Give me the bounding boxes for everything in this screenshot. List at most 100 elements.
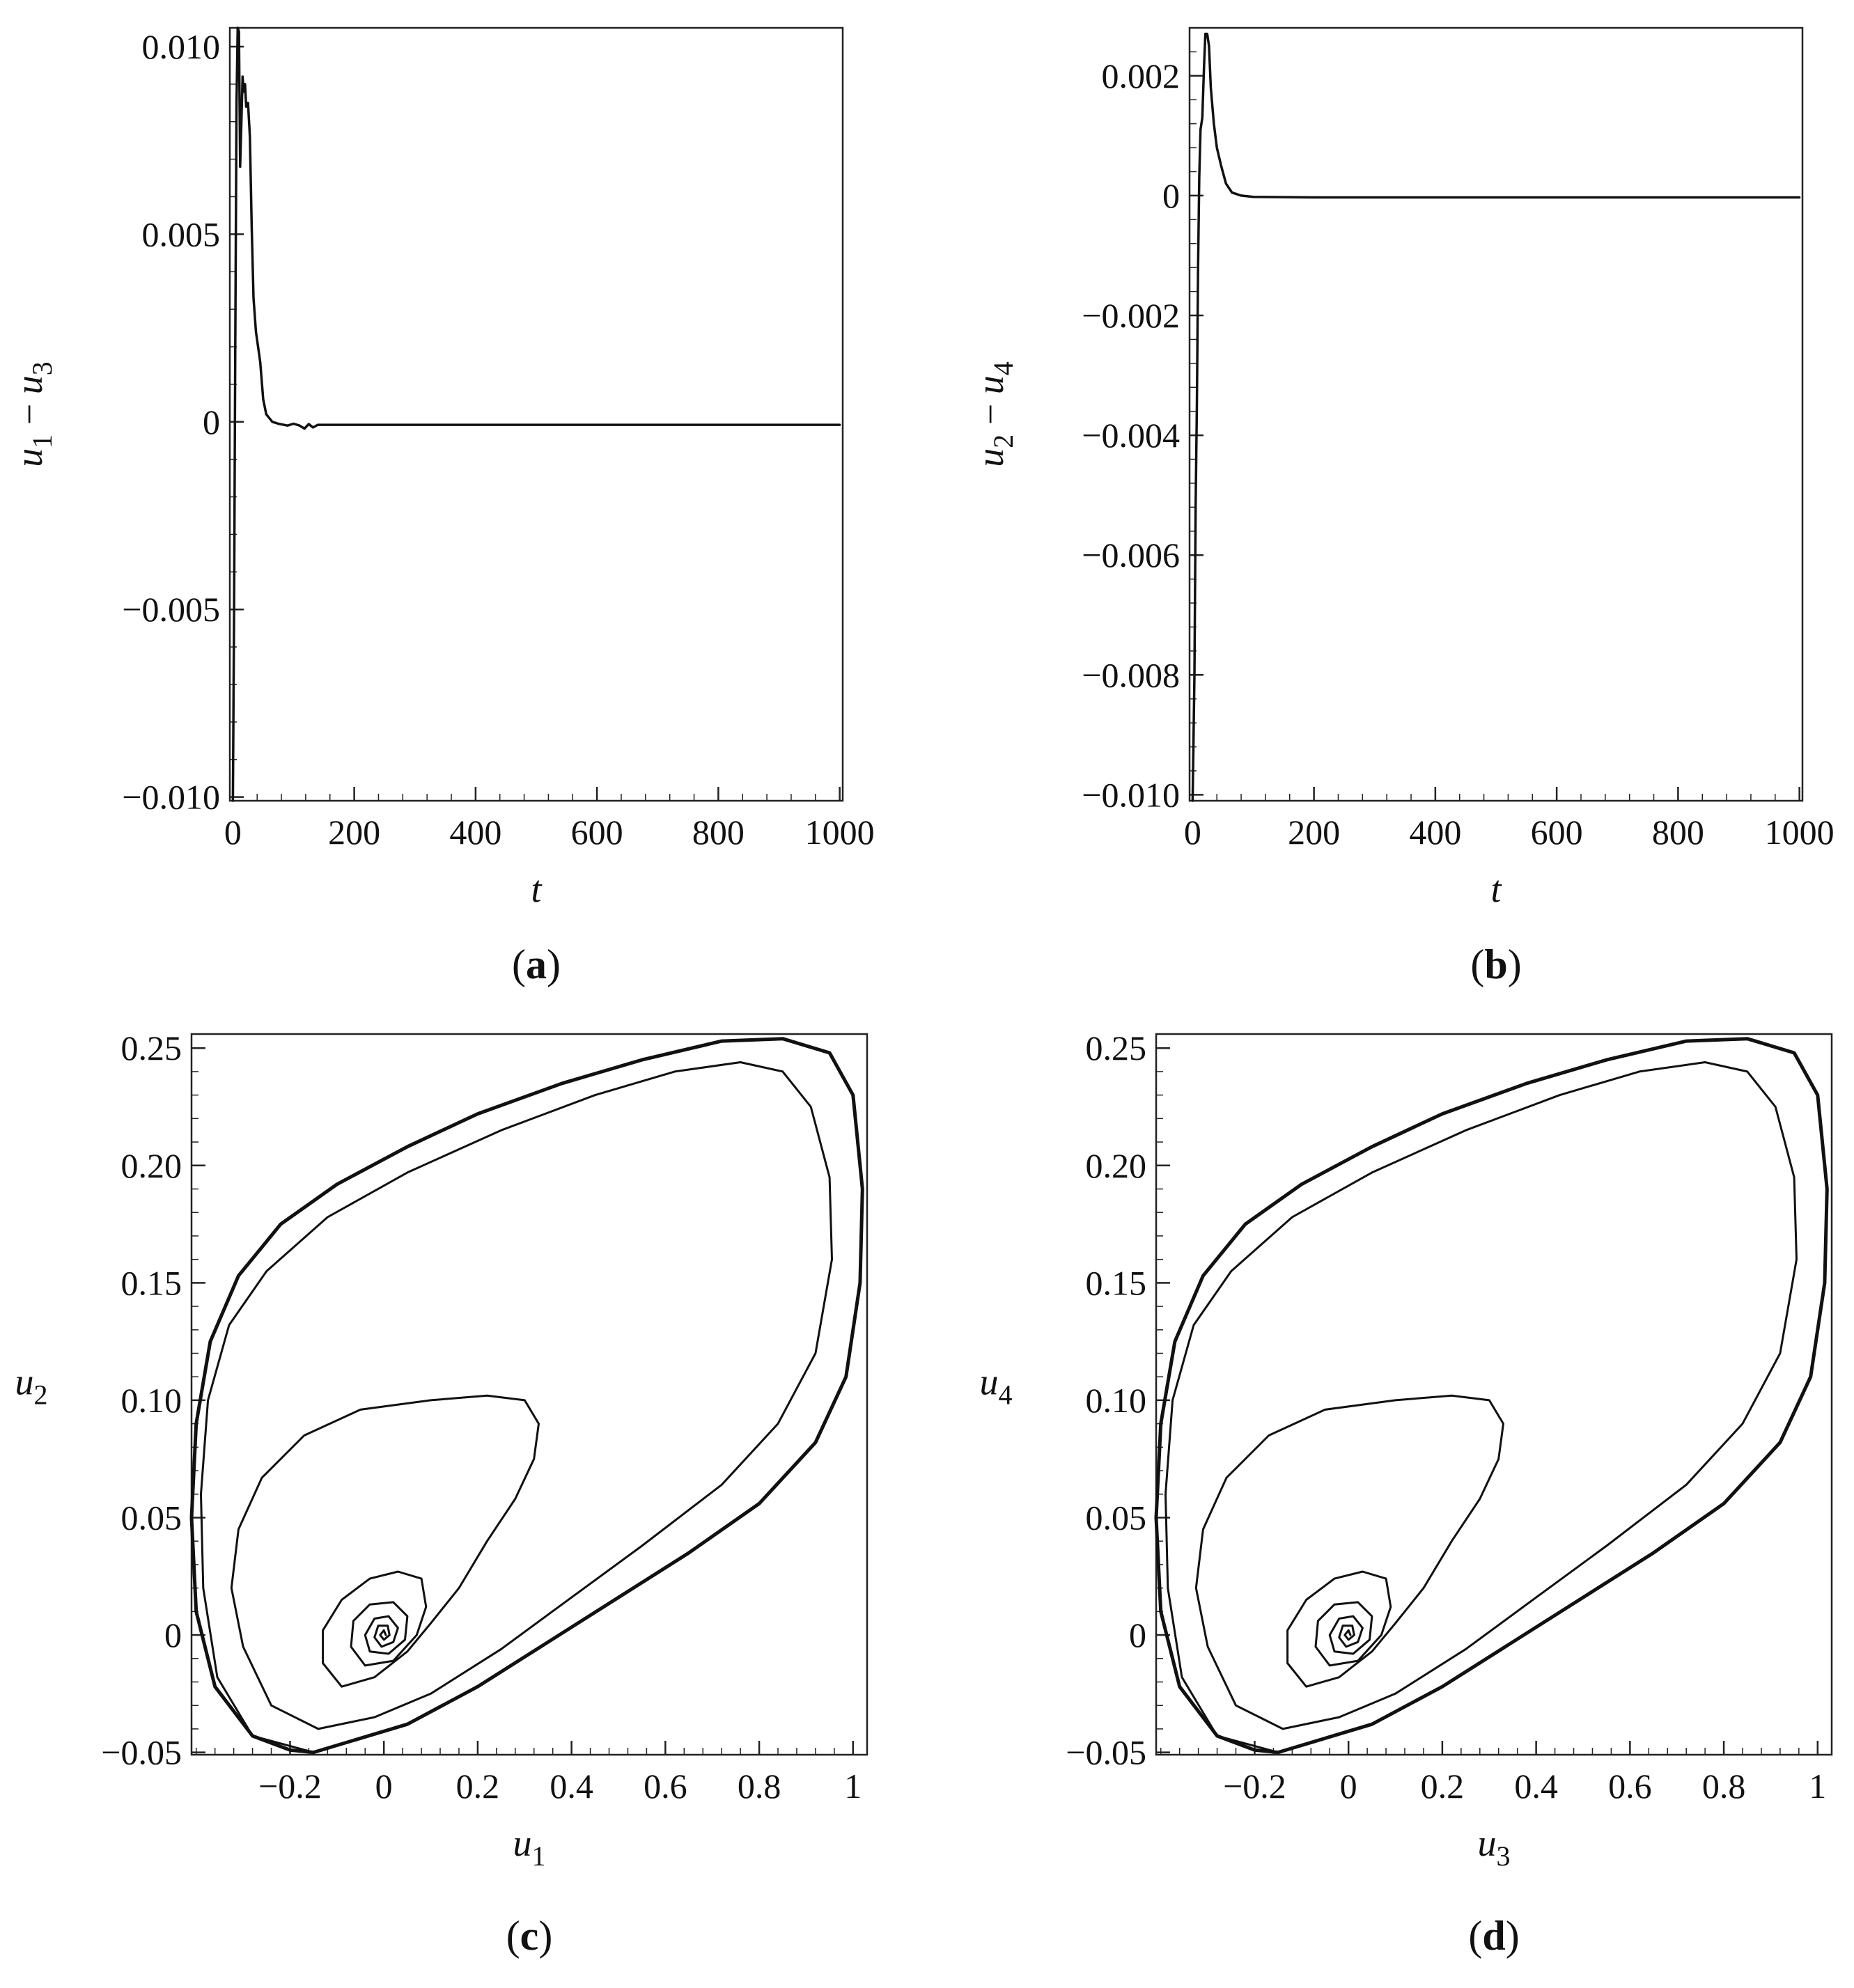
- x-tick-label: 0.4: [1514, 1767, 1558, 1806]
- y-tick-label: −0.006: [1082, 535, 1180, 574]
- panel-letter: d: [1482, 1913, 1505, 1959]
- panel-b: 0 200 400 600 800 1000 0.002 0 −0.002 −0.004 −0.00…: [969, 26, 1834, 987]
- x-axis-label-a-base: t: [531, 868, 543, 910]
- x-tick-label: 0.2: [1421, 1767, 1465, 1806]
- x-tick-label: 0: [1184, 813, 1201, 852]
- y-tick-label: 0.10: [121, 1381, 182, 1420]
- panel-label-d: (d): [1468, 1913, 1519, 1959]
- x-tick-label: 400: [449, 813, 501, 852]
- x-tick-label: 800: [692, 813, 745, 852]
- x-axis-label-c: u1: [513, 1822, 546, 1872]
- y-axis-op: −: [969, 394, 1011, 434]
- x-tick-label: 0: [375, 1767, 393, 1806]
- x-tick-label: 0.6: [644, 1767, 687, 1806]
- y-tick-label: 0.005: [142, 214, 221, 253]
- x-tick-label: 0.6: [1608, 1767, 1652, 1806]
- y-tick-label: 0.25: [121, 1028, 182, 1067]
- y-axis-base: u: [15, 1361, 34, 1403]
- x-axis-label-c-base: u: [513, 1822, 532, 1864]
- series-line-c-0: [189, 1037, 864, 1755]
- y-tick-label: −0.005: [122, 590, 220, 629]
- x-axis-label-d-base: u: [1478, 1822, 1497, 1864]
- x-axis-label-c-sub: 1: [532, 1840, 546, 1872]
- y-tick-label: 0: [1162, 176, 1180, 215]
- x-tick-label: −0.2: [1223, 1767, 1286, 1806]
- x-tick-label: 800: [1652, 813, 1704, 852]
- y-tick-label: 0.20: [1086, 1146, 1147, 1185]
- y-tick-label: 0.15: [1086, 1263, 1147, 1302]
- x-axis-label-d-sub: 3: [1497, 1840, 1511, 1872]
- y-axis-base: u: [969, 375, 1011, 394]
- y-axis-sub: 1: [26, 435, 58, 448]
- x-tick-label: 1: [1809, 1767, 1826, 1806]
- y-axis-sub: 4: [999, 1379, 1013, 1411]
- x-tick-label: −0.2: [258, 1767, 322, 1806]
- y-axis-sub: 3: [26, 361, 58, 375]
- panel-label-c: (c): [506, 1913, 553, 1959]
- series-line-d-0: [1154, 1037, 1829, 1755]
- x-tick-label: 200: [328, 813, 380, 852]
- plot-frame-c: [190, 1033, 868, 1756]
- y-tick-label: −0.010: [1082, 775, 1180, 814]
- panel-label-b: (b): [1470, 941, 1521, 987]
- y-axis-op: −: [8, 394, 50, 434]
- y-tick-label: −0.002: [1082, 296, 1180, 335]
- y-tick-label: 0.15: [121, 1263, 182, 1302]
- x-tick-label: 0.4: [550, 1767, 593, 1806]
- y-tick-label: 0.010: [142, 27, 221, 66]
- y-axis-base: u: [980, 1361, 999, 1403]
- x-axis-label-b: t: [1490, 868, 1502, 910]
- series-line-a-0: [231, 26, 841, 802]
- x-axis-label-a: t: [531, 868, 543, 910]
- panel-letter: c: [520, 1913, 539, 1959]
- x-tick-label: 1: [844, 1767, 862, 1806]
- x-tick-label: 1000: [1765, 813, 1834, 852]
- y-tick-label: 0.05: [1086, 1498, 1147, 1537]
- panel-label-a: (a): [512, 941, 561, 987]
- y-axis-base: u: [8, 448, 50, 467]
- x-tick-label: 600: [1531, 813, 1583, 852]
- x-tick-label: 0.8: [738, 1767, 781, 1806]
- y-tick-label: 0.002: [1102, 56, 1181, 95]
- y-tick-label: 0.10: [1086, 1381, 1147, 1420]
- y-axis-label-a: u1 − u3: [8, 361, 58, 467]
- panel-a: 0 200 400 600 800 1000 0.010 0.005 0 −0.005 −0.010…: [8, 26, 875, 987]
- x-tick-label: 0: [1340, 1767, 1357, 1806]
- y-axis-label-b: u2 − u4: [969, 361, 1019, 467]
- y-tick-label: 0: [1129, 1615, 1146, 1654]
- x-tick-label: 0.2: [456, 1767, 500, 1806]
- panel-letter: a: [526, 941, 547, 987]
- x-axis-label-d: u3: [1478, 1822, 1511, 1872]
- y-axis-base: u: [969, 448, 1011, 467]
- y-axis-base: u: [8, 375, 50, 394]
- series-line-b-0: [1191, 32, 1801, 802]
- y-tick-label: 0: [164, 1615, 182, 1654]
- x-tick-label: 1000: [805, 813, 875, 852]
- y-tick-label: −0.05: [1066, 1733, 1146, 1772]
- panel-letter: b: [1484, 941, 1507, 987]
- series-line-c-1: [200, 1061, 833, 1754]
- panel-c: −0.2 0 0.2 0.4 0.6 0.8 1 0.25 0.20 0.15 0.10 0.05 0 −…: [15, 1028, 868, 1959]
- x-tick-label: 200: [1288, 813, 1340, 852]
- plot-frame-d: [1155, 1033, 1833, 1756]
- x-tick-label: 400: [1409, 813, 1461, 852]
- y-tick-label: 0: [203, 402, 220, 441]
- y-tick-label: 0.20: [121, 1146, 182, 1185]
- x-tick-label: 0.8: [1702, 1767, 1746, 1806]
- x-tick-label: 600: [571, 813, 623, 852]
- y-tick-label: −0.008: [1082, 655, 1180, 694]
- y-tick-label: −0.05: [101, 1733, 182, 1772]
- plot-frame-b: [1188, 26, 1804, 802]
- x-tick-label: 0: [224, 813, 242, 852]
- y-axis-label-d: u4: [980, 1361, 1013, 1411]
- y-axis-sub: 2: [34, 1379, 48, 1411]
- y-tick-label: 0.25: [1086, 1028, 1147, 1067]
- y-axis-sub: 4: [988, 361, 1019, 375]
- x-axis-label-b-base: t: [1490, 868, 1502, 910]
- y-axis-label-c: u2: [15, 1361, 48, 1411]
- y-axis-sub: 2: [988, 435, 1019, 448]
- panel-d: −0.2 0 0.2 0.4 0.6 0.8 1 0.25 0.20 0.15 0.10 0.05 0 −…: [980, 1028, 1833, 1959]
- plot-frame-a: [228, 26, 844, 802]
- y-tick-label: −0.004: [1082, 416, 1180, 455]
